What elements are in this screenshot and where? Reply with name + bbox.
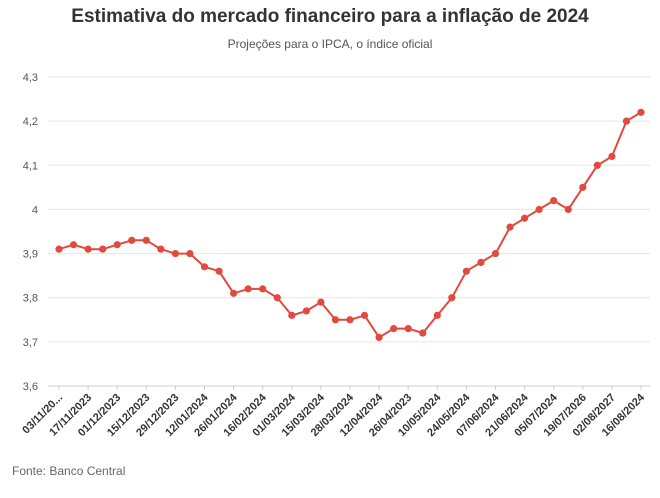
data-point bbox=[419, 329, 427, 337]
data-point bbox=[200, 263, 209, 271]
data-point bbox=[579, 183, 587, 191]
data-point bbox=[128, 236, 136, 244]
data-point bbox=[448, 294, 456, 302]
data-point bbox=[462, 267, 470, 275]
data-point bbox=[259, 285, 267, 293]
data-point bbox=[171, 249, 179, 258]
data-point bbox=[142, 236, 150, 244]
data-point bbox=[622, 117, 631, 125]
data-point bbox=[390, 325, 398, 333]
y-tick-label: 4,2 bbox=[23, 116, 38, 128]
data-point bbox=[273, 294, 281, 302]
data-point bbox=[215, 267, 223, 275]
y-tick-label: 4,1 bbox=[23, 160, 38, 172]
data-point bbox=[404, 325, 412, 333]
data-point bbox=[521, 214, 529, 222]
data-point bbox=[317, 298, 325, 306]
data-point bbox=[55, 245, 63, 253]
data-point bbox=[608, 152, 616, 161]
series-ipca bbox=[55, 108, 645, 342]
y-tick-label: 3,9 bbox=[23, 249, 38, 261]
data-point bbox=[477, 258, 485, 266]
data-point bbox=[346, 316, 354, 324]
chart-subtitle: Projeções para o IPCA, o índice oficial bbox=[227, 37, 433, 51]
grid-lines bbox=[48, 76, 650, 387]
data-point bbox=[550, 197, 558, 205]
data-point bbox=[593, 161, 601, 169]
data-point bbox=[244, 285, 252, 293]
x-axis-ticks: 03/11/20...17/11/202301/12/202315/12/202… bbox=[20, 386, 648, 439]
y-tick-label: 4,3 bbox=[23, 72, 38, 84]
data-point bbox=[360, 311, 369, 319]
data-point bbox=[506, 223, 514, 231]
data-point bbox=[535, 205, 543, 214]
data-point bbox=[99, 245, 107, 253]
data-point bbox=[302, 307, 310, 315]
data-point bbox=[637, 108, 645, 116]
data-point bbox=[491, 249, 500, 258]
y-axis-ticks: 3,6 3,7 3,8 3,9 4 4,1 4,2 4,3 bbox=[23, 72, 38, 393]
data-point bbox=[157, 245, 165, 253]
data-point bbox=[230, 289, 238, 297]
y-tick-label: 4 bbox=[32, 204, 38, 216]
y-tick-label: 3,7 bbox=[23, 337, 38, 349]
data-point bbox=[331, 316, 340, 324]
data-point bbox=[69, 241, 78, 249]
data-point bbox=[113, 241, 121, 249]
data-point bbox=[375, 333, 383, 342]
chart-title: Estimativa do mercado financeiro para a … bbox=[71, 6, 589, 27]
source-note: Fonte: Banco Central bbox=[12, 464, 126, 478]
data-point bbox=[564, 205, 572, 214]
data-point bbox=[433, 311, 441, 319]
series-line bbox=[58, 111, 642, 339]
y-tick-label: 3,6 bbox=[23, 381, 38, 393]
y-tick-label: 3,8 bbox=[23, 293, 38, 305]
data-point bbox=[84, 245, 92, 253]
data-point bbox=[288, 311, 296, 319]
data-point bbox=[186, 249, 194, 258]
